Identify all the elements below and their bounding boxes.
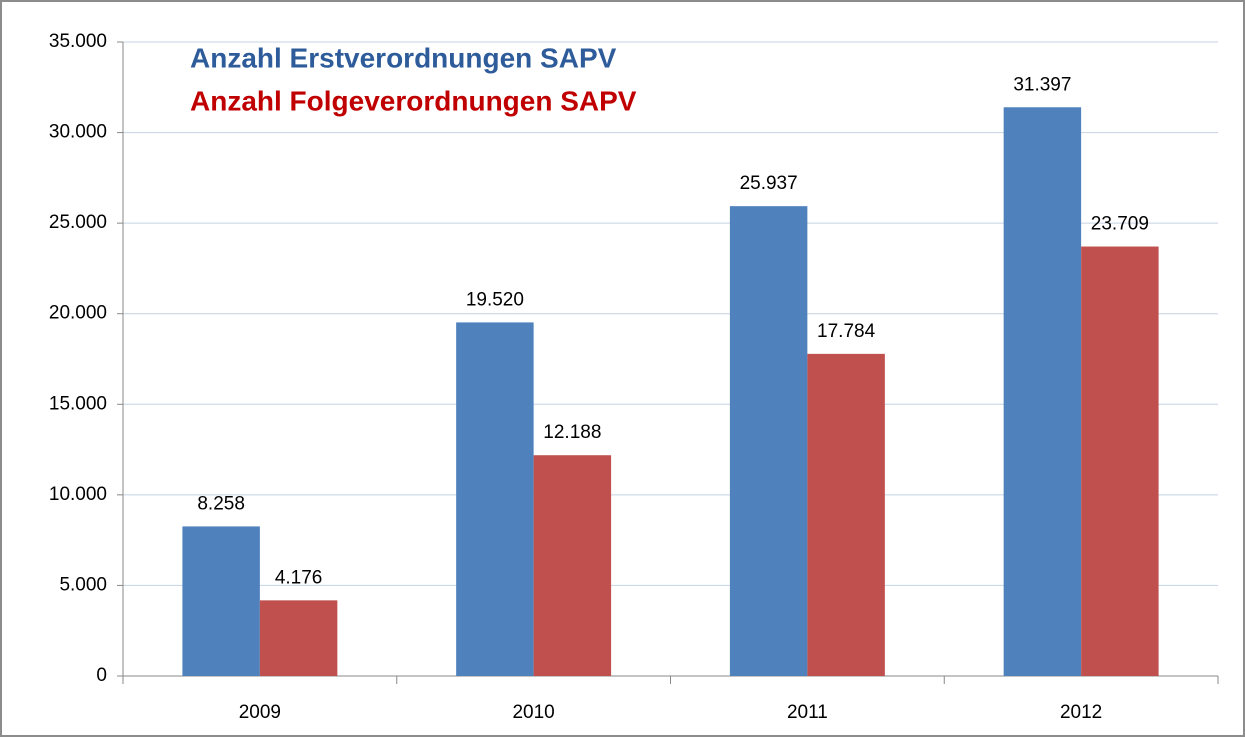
legend-entry: Anzahl Folgeverordnungen SAPV — [190, 85, 637, 116]
bar — [1003, 107, 1082, 677]
legend-entry: Anzahl Erstverordnungen SAPV — [190, 42, 617, 73]
x-tick-label: 2009 — [239, 702, 281, 723]
x-tick-label: 2012 — [1060, 702, 1102, 723]
value-label: 17.784 — [817, 321, 876, 342]
y-tick-label: 35.000 — [49, 31, 107, 52]
x-tick-label: 2011 — [787, 702, 828, 723]
value-label: 31.397 — [1013, 74, 1071, 95]
bar — [729, 206, 808, 676]
y-tick-label: 0 — [96, 665, 107, 686]
value-label: 4.176 — [275, 567, 323, 588]
bar — [182, 526, 260, 676]
bar — [533, 455, 612, 676]
value-label: 25.937 — [740, 173, 798, 194]
bar — [1081, 246, 1159, 677]
bar — [259, 600, 338, 676]
value-label: 23.709 — [1091, 214, 1149, 235]
value-label: 12.188 — [543, 422, 601, 443]
y-tick-label: 15.000 — [49, 393, 107, 414]
y-tick-label: 5.000 — [59, 574, 107, 595]
y-tick-label: 30.000 — [49, 122, 107, 143]
y-tick-label: 25.000 — [49, 212, 107, 233]
x-tick-label: 2010 — [512, 702, 554, 723]
value-label: 19.520 — [466, 289, 524, 310]
value-label: 8.258 — [197, 493, 245, 514]
y-tick-label: 10.000 — [49, 484, 107, 505]
y-tick-label: 20.000 — [49, 303, 107, 324]
bar — [456, 322, 534, 676]
bar — [807, 353, 885, 676]
